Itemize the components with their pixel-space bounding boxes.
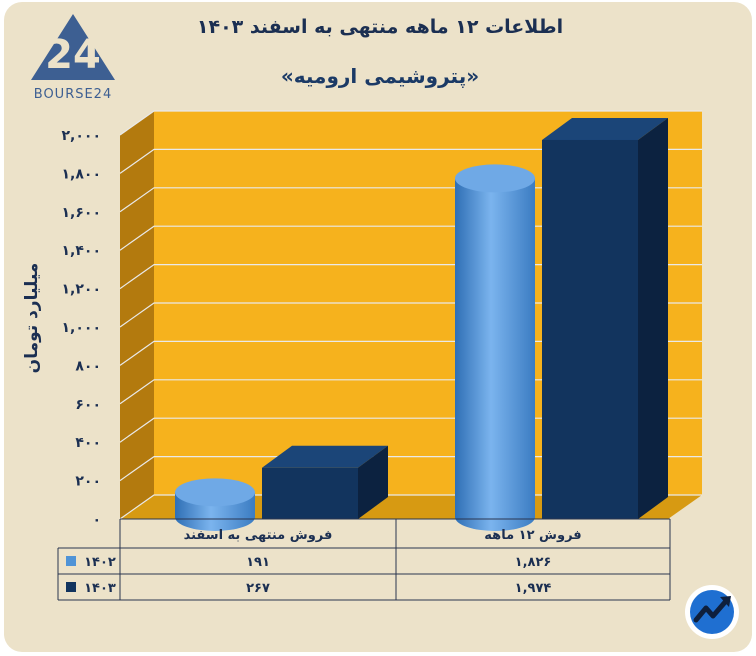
legend-swatch (66, 556, 76, 566)
bar-body (455, 178, 535, 531)
data-label: ۲۶۷ (246, 581, 270, 596)
bar-side (358, 445, 388, 519)
bar-۱۴۰۳ (542, 117, 668, 519)
bar-۱۴۰۳ (262, 445, 388, 519)
logo: 24 BOURSE24 (31, 14, 115, 102)
category-label: فروش ۱۲ ماهه (484, 528, 581, 543)
y-tick-label: ۲۰۰ (75, 474, 101, 490)
y-tick-label: ۸۰۰ (75, 358, 101, 374)
bar-top (175, 478, 255, 507)
bar-front (262, 467, 358, 519)
bar-top (455, 164, 535, 193)
legend-swatch (66, 582, 76, 592)
gridline (119, 110, 702, 136)
bar-top (542, 117, 668, 140)
bar-۱۴۰۲ (175, 478, 255, 531)
category-label: فروش منتهی به اسفند (184, 528, 333, 543)
y-tick-label: ۰ (92, 512, 101, 528)
y-tick-label: ۱,۶۰۰ (62, 205, 102, 221)
data-label: ۱,۸۲۶ (515, 555, 552, 570)
legend-label: ۱۴۰۲ (84, 555, 116, 570)
data-label: ۱,۹۷۴ (515, 581, 552, 596)
logo-text: BOURSE24 (34, 87, 112, 102)
y-tick-label: ۱,۴۰۰ (62, 243, 102, 259)
y-tick-label: ۱,۸۰۰ (62, 166, 102, 182)
gridline (119, 148, 702, 174)
triangle-logo-icon (31, 14, 115, 80)
chart-title: اطلاعات ۱۲ ماهه منتهی به اسفند ۱۴۰۳ (196, 16, 564, 38)
y-tick-label: ۲,۰۰۰ (62, 128, 102, 144)
trend-arrow-icon (685, 585, 739, 639)
y-tick-label: ۴۰۰ (75, 435, 101, 451)
data-label: ۱۹۱ (246, 555, 270, 570)
bar-front (542, 139, 638, 519)
y-tick-label: ۱,۲۰۰ (62, 282, 102, 298)
legend-label: ۱۴۰۳ (84, 581, 116, 596)
y-axis-label: میلیارد تومان (22, 262, 42, 374)
logo-mark: 24 (45, 32, 101, 78)
bar-۱۴۰۲ (455, 164, 535, 531)
y-tick-label: ۱,۰۰۰ (62, 320, 102, 336)
bar-top (262, 445, 388, 468)
y-tick-label: ۶۰۰ (75, 397, 101, 413)
chart-subtitle: «پتروشیمی ارومیه» (280, 64, 480, 88)
bar-side (638, 117, 668, 519)
